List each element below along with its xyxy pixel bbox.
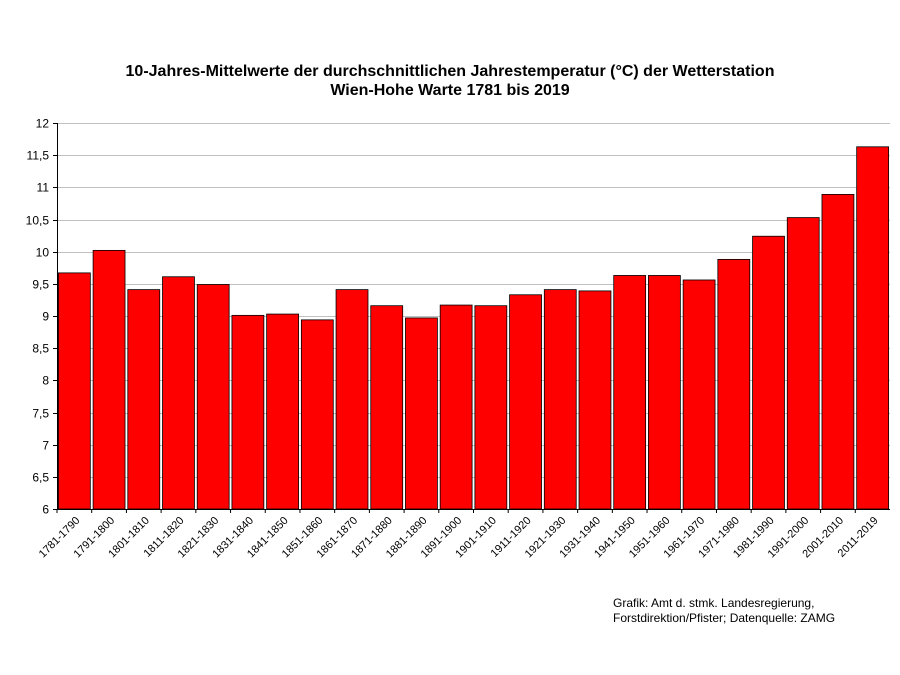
- bar-1921-1930: [543, 289, 577, 510]
- y-tick-label: 6: [42, 503, 49, 517]
- y-tick-label: 10,5: [26, 214, 50, 228]
- bar-1861-1870: [335, 289, 369, 510]
- y-tick-label: 11,5: [27, 149, 50, 163]
- bar-1801-1810: [127, 289, 161, 510]
- gridlines: [57, 123, 890, 478]
- y-tick-label: 10: [36, 246, 50, 260]
- bar-1871-1880: [370, 305, 404, 510]
- y-tick-label: 9: [42, 310, 49, 324]
- bar-1991-2000: [786, 217, 820, 510]
- bar-1851-1860: [300, 319, 334, 510]
- y-tick-label: 8: [42, 374, 49, 388]
- bar-1821-1830: [196, 284, 230, 510]
- x-axis-ticks: 1781-17901791-18001801-18101811-18201821…: [37, 509, 881, 560]
- bar-1901-1910: [474, 305, 508, 510]
- bar-1981-1990: [752, 235, 785, 510]
- bar-1931-1940: [578, 290, 612, 510]
- y-tick-label: 9,5: [32, 278, 49, 292]
- source-credit-line-1: Grafik: Amt d. stmk. Landesregierung,: [613, 596, 815, 610]
- source-credit-line-2: Forstdirektion/Pfister; Datenquelle: ZAM…: [613, 611, 836, 625]
- bar-1791-1800: [92, 249, 126, 510]
- y-axis-ticks: 6 6,5 7 7,5 8 8,5 9 9,5 10 10,5 11 11,5 12: [26, 117, 57, 517]
- y-tick-label: 8,5: [32, 342, 49, 356]
- bar-1961-1970: [682, 279, 716, 510]
- chart-subtitle: Wien-Hohe Warte 1781 bis 2019: [330, 82, 570, 99]
- y-tick-label: 12: [36, 117, 50, 131]
- bar-1911-1920: [509, 294, 542, 510]
- bar-2011-2019: [856, 146, 890, 510]
- bar-1831-1840: [231, 314, 265, 510]
- y-tick-label: 6,5: [32, 471, 49, 485]
- bar-1811-1820: [162, 276, 195, 510]
- bar-1841-1850: [266, 313, 299, 510]
- y-tick-label: 7: [42, 439, 49, 453]
- y-tick-label: 7,5: [32, 407, 49, 421]
- bars: [57, 146, 890, 510]
- y-tick-label: 11: [37, 181, 50, 195]
- bar-1881-1890: [405, 317, 438, 510]
- bar-1941-1950: [613, 275, 647, 510]
- bar-1891-1900: [439, 304, 473, 510]
- bar-1781-1790: [57, 272, 91, 510]
- bar-1971-1980: [717, 258, 751, 510]
- bar-2001-2010: [821, 194, 855, 510]
- chart-title: 10-Jahres-Mittelwerte der durchschnittli…: [125, 63, 775, 80]
- bar-1951-1960: [648, 275, 681, 510]
